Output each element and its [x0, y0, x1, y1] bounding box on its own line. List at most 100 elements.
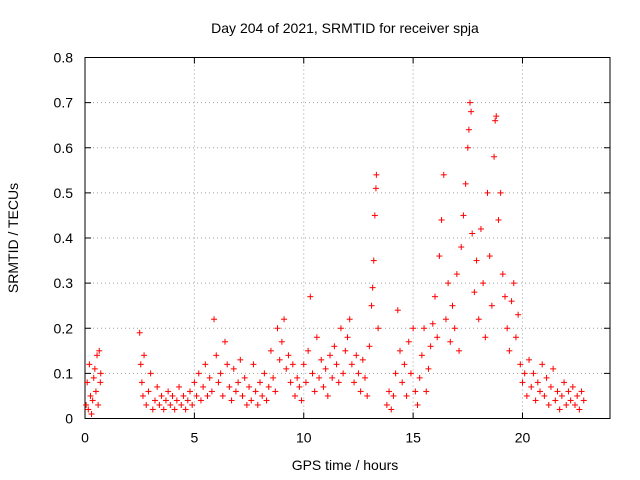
- data-point: [383, 401, 390, 408]
- data-point: [526, 356, 533, 363]
- y-tick-label: 0: [65, 411, 73, 427]
- data-point: [178, 401, 185, 408]
- data-point: [429, 320, 436, 327]
- data-point: [300, 361, 307, 368]
- data-point: [565, 388, 572, 395]
- data-point: [97, 370, 104, 377]
- data-point: [434, 334, 441, 341]
- data-point: [139, 392, 146, 399]
- data-point: [267, 347, 274, 354]
- data-point: [517, 361, 524, 368]
- data-point: [550, 365, 557, 372]
- data-point: [495, 216, 502, 223]
- data-point: [327, 352, 333, 359]
- data-point: [88, 410, 95, 417]
- data-point: [91, 365, 98, 372]
- data-point: [311, 388, 318, 395]
- data-point: [342, 347, 349, 354]
- data-point: [204, 392, 211, 399]
- data-point: [316, 374, 323, 381]
- data-point: [492, 117, 499, 124]
- data-point: [486, 253, 493, 260]
- data-point: [85, 406, 92, 413]
- data-point: [348, 361, 355, 368]
- data-point: [506, 347, 513, 354]
- data-point: [90, 374, 97, 381]
- data-point: [307, 293, 314, 300]
- y-axis-label: SRMTID / TECUs: [5, 183, 21, 293]
- data-point: [473, 257, 480, 264]
- data-point: [259, 392, 266, 399]
- data-point: [83, 401, 90, 408]
- data-point: [96, 347, 103, 354]
- data-point: [425, 365, 432, 372]
- data-point: [344, 334, 351, 341]
- data-point: [572, 401, 578, 408]
- data-point: [169, 392, 176, 399]
- data-point: [371, 212, 378, 219]
- data-point: [421, 325, 428, 332]
- data-point: [482, 334, 489, 341]
- data-point: [147, 370, 154, 377]
- data-point: [543, 374, 550, 381]
- data-point: [92, 388, 99, 395]
- data-point: [359, 356, 366, 363]
- data-point: [265, 383, 272, 390]
- data-point: [366, 343, 373, 350]
- y-tick-label: 0.7: [54, 95, 74, 111]
- data-point: [504, 325, 511, 332]
- data-point: [399, 379, 406, 386]
- data-point: [217, 370, 224, 377]
- data-point: [287, 379, 294, 386]
- data-point: [445, 280, 452, 287]
- data-point: [390, 392, 397, 399]
- y-tick-label: 0.5: [54, 185, 74, 201]
- data-point: [149, 406, 156, 413]
- data-point: [324, 392, 331, 399]
- data-point: [95, 401, 102, 408]
- data-point: [250, 361, 257, 368]
- axis-ticks: [84, 57, 610, 419]
- data-point: [257, 379, 263, 386]
- data-point: [176, 383, 183, 390]
- data-point: [272, 388, 279, 395]
- data-point: [322, 365, 329, 372]
- data-point: [270, 374, 277, 381]
- data-point: [362, 374, 368, 381]
- data-point: [283, 365, 290, 372]
- data-point: [468, 108, 475, 115]
- data-point: [292, 392, 298, 399]
- data-point: [534, 379, 541, 386]
- tick-labels: 0 0.1 0.2 0.3 0.4 0.5 0.6 0.7 0.8 0 5 10 15 20: [54, 50, 531, 446]
- data-point: [87, 392, 94, 399]
- data-point: [340, 370, 347, 377]
- data-point: [141, 352, 148, 359]
- data-point: [556, 406, 563, 413]
- data-point: [162, 397, 169, 404]
- data-point: [469, 230, 476, 237]
- data-point: [530, 370, 537, 377]
- data-point: [305, 347, 312, 354]
- data-point: [357, 388, 364, 395]
- data-point: [569, 383, 576, 390]
- data-point: [403, 392, 410, 399]
- data-point: [200, 383, 207, 390]
- x-tick-label: 10: [296, 430, 312, 446]
- y-tick-label: 0.8: [54, 50, 74, 66]
- data-point: [302, 379, 309, 386]
- data-point: [337, 325, 344, 332]
- data-point: [138, 379, 145, 386]
- data-point: [355, 370, 362, 377]
- data-point: [438, 216, 445, 223]
- data-point: [440, 171, 447, 178]
- data-point: [510, 280, 517, 287]
- data-point: [364, 392, 371, 399]
- data-point: [493, 113, 500, 120]
- data-point: [545, 401, 552, 408]
- data-point: [154, 383, 161, 390]
- data-point: [558, 392, 565, 399]
- data-point: [388, 406, 395, 413]
- data-point: [309, 370, 316, 377]
- data-point: [136, 329, 143, 336]
